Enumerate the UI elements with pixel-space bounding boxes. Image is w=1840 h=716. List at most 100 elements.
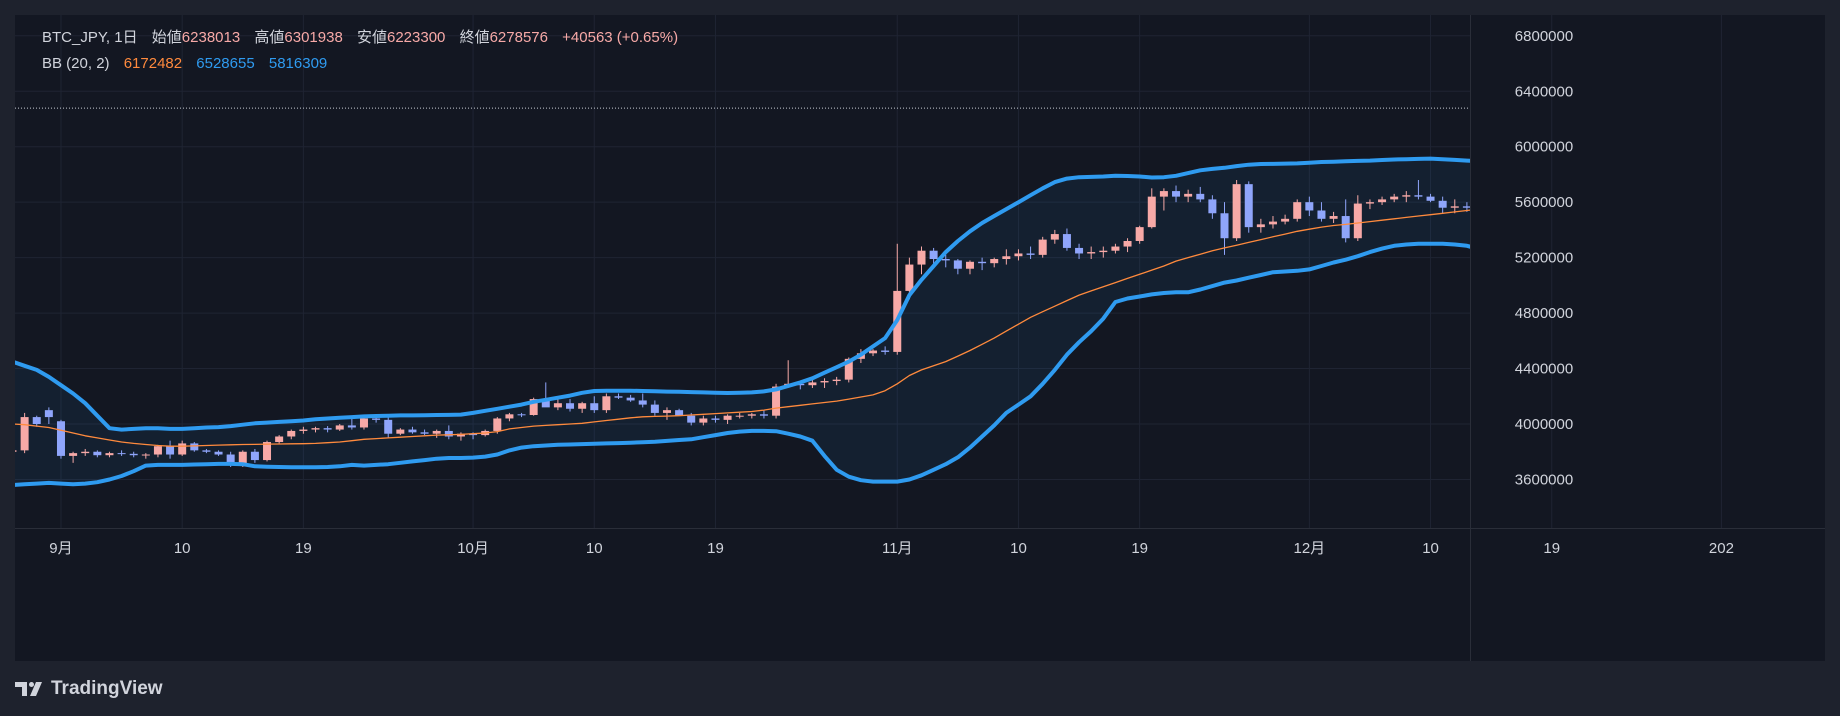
y-tick-label: 3600000 bbox=[1515, 471, 1573, 488]
candle-down bbox=[1608, 98, 1616, 108]
plot-area[interactable] bbox=[15, 58, 1825, 487]
y-tick-label: 4000000 bbox=[1515, 416, 1573, 433]
x-tick-label: 19 bbox=[1131, 540, 1148, 557]
candle-down bbox=[566, 403, 575, 409]
candle-down bbox=[117, 453, 126, 455]
candle-up bbox=[1536, 180, 1544, 188]
candle-down bbox=[1633, 98, 1641, 105]
candle-up bbox=[1329, 216, 1338, 219]
candle-down bbox=[1657, 102, 1665, 112]
candle-up bbox=[493, 418, 502, 431]
legend-high-value: 6301938 bbox=[284, 29, 343, 46]
x-tick-label: 19 bbox=[1543, 540, 1560, 557]
candle-down bbox=[32, 417, 41, 425]
bb-upper-line bbox=[15, 156, 1470, 432]
candle-up bbox=[263, 442, 272, 461]
x-tick-label: 9月 bbox=[49, 540, 72, 557]
candle-up bbox=[1778, 141, 1786, 145]
candle-down bbox=[202, 450, 211, 452]
x-tick-label: 10 bbox=[586, 540, 603, 557]
candle-down bbox=[214, 451, 223, 455]
candle-up bbox=[1268, 221, 1277, 225]
candle-down bbox=[541, 399, 550, 408]
candle-up bbox=[772, 386, 781, 416]
candle-up bbox=[1147, 196, 1156, 228]
candle-up bbox=[699, 418, 708, 423]
candle-up bbox=[1232, 184, 1241, 239]
candle-up bbox=[747, 414, 756, 416]
candle-down bbox=[250, 451, 259, 461]
candle-up bbox=[1014, 253, 1023, 257]
chart-canvas[interactable]: 3600000 4000000 4400000 4800000 5200000 56000… bbox=[15, 15, 1825, 661]
candle-down bbox=[1681, 119, 1689, 145]
candle-up bbox=[1123, 240, 1132, 247]
bb-legend: BB (20, 2) 6172482 6528655 5816309 bbox=[42, 54, 327, 74]
candle-up bbox=[1099, 250, 1108, 253]
candle-up bbox=[1402, 195, 1411, 197]
candle-down bbox=[929, 250, 938, 260]
candle-down bbox=[517, 414, 526, 416]
candle-down bbox=[384, 419, 393, 434]
candle-up bbox=[238, 451, 247, 465]
legend-close-label: 終値 bbox=[459, 29, 490, 46]
candle-down bbox=[190, 443, 199, 451]
candle-up bbox=[1742, 129, 1750, 136]
candle-down bbox=[166, 446, 175, 455]
y-tick-label: 6400000 bbox=[1515, 83, 1573, 100]
candle-down bbox=[1730, 130, 1738, 136]
candle-up bbox=[905, 264, 914, 291]
candle-up bbox=[1378, 199, 1387, 203]
candle-up bbox=[1135, 227, 1144, 241]
candle-down bbox=[1705, 140, 1713, 144]
candle-down bbox=[469, 433, 478, 436]
brand-name: TradingView bbox=[51, 678, 163, 699]
candle-up bbox=[432, 430, 441, 434]
y-tick-label: 4400000 bbox=[1515, 361, 1573, 378]
candle-up bbox=[1256, 224, 1265, 228]
candle-up bbox=[965, 261, 974, 269]
candle-down bbox=[687, 415, 696, 423]
candle-down bbox=[323, 428, 332, 430]
y-tick-label: 6800000 bbox=[1515, 28, 1573, 45]
candle-down bbox=[408, 429, 417, 433]
candle-down bbox=[711, 418, 720, 420]
bb-label[interactable]: BB (20, 2) bbox=[42, 55, 110, 72]
candle-down bbox=[953, 260, 962, 269]
legend-close-value: 6278576 bbox=[489, 29, 548, 46]
chart-panel[interactable]: 3600000 4000000 4400000 4800000 5200000 56000… bbox=[15, 15, 1825, 661]
candle-down bbox=[1305, 202, 1314, 211]
candle-down bbox=[1341, 216, 1350, 239]
candle-down bbox=[978, 261, 987, 264]
candle-up bbox=[1002, 256, 1011, 260]
candle-down bbox=[444, 430, 453, 437]
candle-up bbox=[1390, 196, 1399, 200]
candle-up bbox=[1499, 205, 1507, 206]
candle-up bbox=[529, 399, 538, 416]
bollinger-band-fill bbox=[15, 158, 1470, 485]
candle-up bbox=[359, 418, 368, 428]
candle-down bbox=[1244, 184, 1253, 228]
candle-down bbox=[1462, 206, 1470, 208]
legend-symbol: BTC_JPY, 1日 bbox=[42, 29, 138, 46]
candle-down bbox=[93, 451, 102, 456]
candle-up bbox=[20, 417, 29, 451]
candle-down bbox=[590, 403, 599, 411]
candle-up bbox=[311, 428, 320, 430]
candle-up bbox=[153, 446, 162, 455]
candle-up bbox=[578, 403, 587, 409]
candle-up bbox=[287, 430, 296, 437]
tradingview-branding[interactable]: TradingView bbox=[15, 676, 163, 702]
candle-down bbox=[1790, 141, 1798, 160]
candle-up bbox=[396, 429, 405, 434]
candle-down bbox=[650, 404, 659, 413]
bb-basis-line bbox=[15, 209, 1470, 447]
candle-down bbox=[129, 453, 138, 456]
candle-up bbox=[723, 415, 732, 420]
candle-up bbox=[1111, 246, 1120, 251]
candle-down bbox=[614, 396, 623, 398]
candle-down bbox=[1487, 204, 1495, 207]
legend-open-label: 始値 bbox=[151, 29, 182, 46]
candle-up bbox=[820, 381, 829, 383]
bb-upper-value: 6528655 bbox=[196, 55, 255, 72]
legend-low-label: 安値 bbox=[356, 29, 387, 46]
